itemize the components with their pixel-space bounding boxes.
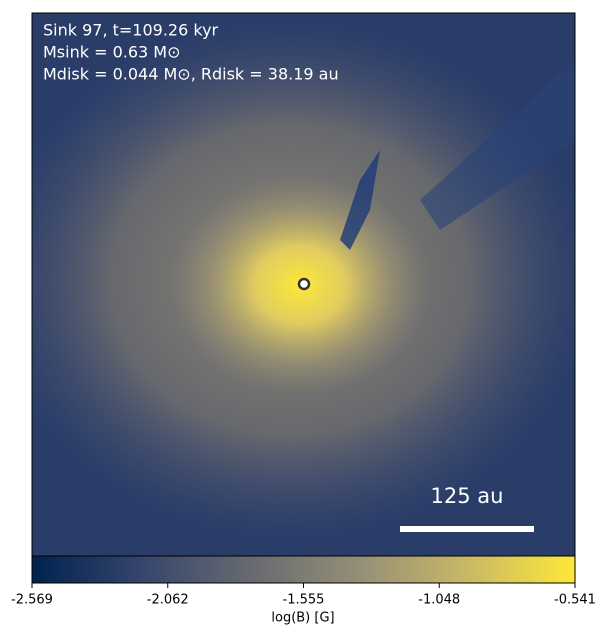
scale-bar: [400, 526, 534, 532]
annotation: Sink 97, t=109.26 kyr: [43, 21, 219, 40]
colorbar-tick-label: -2.062: [147, 593, 189, 608]
colorbar-tick-label: -1.048: [418, 593, 460, 608]
field-image: [32, 13, 575, 556]
colorbar-tick-label: -2.569: [11, 593, 53, 608]
colorbar-label: log(B) [G]: [271, 611, 334, 626]
annotation: Msink = 0.63 M⊙: [43, 43, 181, 62]
scale-bar-label: 125 au: [431, 484, 504, 508]
colorbar-tick-label: -1.555: [283, 593, 325, 608]
colorbar-tick-label: -0.541: [554, 593, 596, 608]
colorbar: [31, 555, 576, 584]
sink-marker: [297, 277, 311, 291]
annotation: Mdisk = 0.044 M⊙, Rdisk = 38.19 au: [43, 65, 339, 84]
